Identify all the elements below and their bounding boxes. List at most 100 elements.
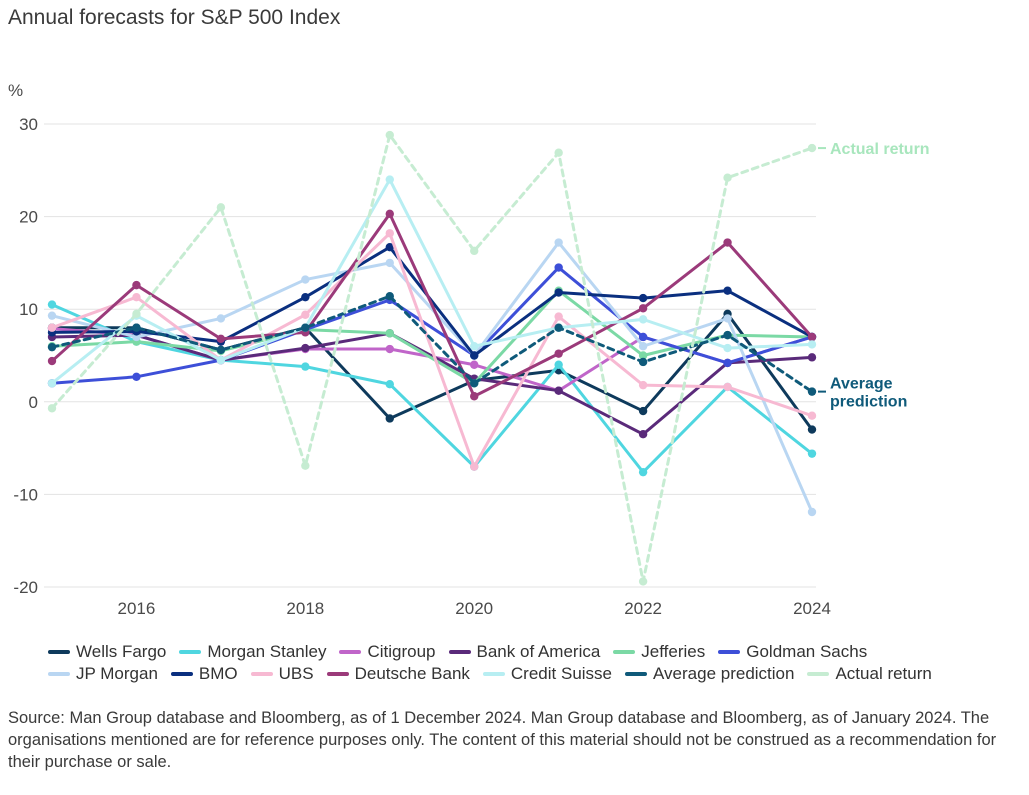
line-chart: % 30 20 10 0 -10 -20 2016 2018 2020 2022 2024 Act… xyxy=(8,81,930,618)
data-point xyxy=(638,577,648,586)
data-point xyxy=(554,238,563,247)
legend-label: Goldman Sachs xyxy=(746,642,868,661)
legend-item: Actual return xyxy=(807,663,932,685)
x-tick-label: 2016 xyxy=(118,599,156,618)
data-point xyxy=(47,404,57,413)
data-point xyxy=(807,143,817,153)
legend-row: JP Morgan BMO UBS Deutsche Bank Credit Suiss… xyxy=(48,663,1008,685)
legend-swatch xyxy=(482,672,505,676)
data-point xyxy=(47,311,57,320)
data-point xyxy=(638,406,648,416)
data-point xyxy=(385,329,394,338)
data-point xyxy=(301,343,310,353)
series-line-deutsche-bank xyxy=(50,212,814,398)
legend-item: Deutsche Bank xyxy=(326,663,470,685)
data-point xyxy=(132,280,141,290)
legend-label: Bank of America xyxy=(476,642,601,661)
data-point xyxy=(470,246,479,256)
data-point xyxy=(301,323,310,332)
data-point xyxy=(216,314,226,323)
series-actual-return xyxy=(47,130,817,586)
y-tick-label: 20 xyxy=(19,208,38,227)
data-point xyxy=(638,332,648,342)
data-point xyxy=(385,380,394,389)
data-point xyxy=(301,461,310,470)
x-tick-label: 2024 xyxy=(793,599,831,618)
data-point xyxy=(554,360,563,369)
legend-item: Citigroup xyxy=(339,641,436,663)
y-tick-label: 10 xyxy=(19,300,38,319)
legend-item: UBS xyxy=(250,663,314,685)
data-point xyxy=(385,292,394,301)
data-point xyxy=(132,323,141,332)
data-point xyxy=(807,340,817,349)
data-point xyxy=(216,203,226,212)
data-point xyxy=(554,263,563,272)
y-tick-label: 0 xyxy=(29,393,38,412)
data-point xyxy=(638,430,648,439)
series-deutsche-bank xyxy=(47,209,817,401)
data-point xyxy=(554,386,563,395)
legend-label: BMO xyxy=(198,664,238,683)
legend-item: Morgan Stanley xyxy=(179,641,326,663)
series-line-actual-return xyxy=(50,133,814,583)
series-line-goldman-sachs xyxy=(50,266,814,385)
legend-label: Morgan Stanley xyxy=(207,642,327,661)
legend-label: Deutsche Bank xyxy=(354,664,470,683)
data-point xyxy=(807,387,817,396)
data-point xyxy=(723,358,732,368)
data-point xyxy=(132,372,141,381)
y-tick-label: -20 xyxy=(13,578,38,597)
data-point xyxy=(216,355,226,365)
data-point xyxy=(385,258,394,268)
legend-label: UBS xyxy=(278,664,314,683)
source-note: Source: Man Group database and Bloomberg… xyxy=(8,709,997,771)
legend-swatch xyxy=(448,650,471,654)
data-point xyxy=(638,304,648,313)
legend-label: JP Morgan xyxy=(76,664,158,683)
x-tick-label: 2022 xyxy=(624,599,662,618)
y-axis-ticks: 30 20 10 0 -10 -20 xyxy=(13,115,38,597)
legend-item: Jefferies xyxy=(613,641,705,663)
data-point xyxy=(385,344,394,354)
data-point xyxy=(554,349,563,358)
legend-item: Wells Fargo xyxy=(48,641,166,663)
data-point xyxy=(554,312,563,321)
data-point xyxy=(807,449,817,458)
legend-swatch xyxy=(326,672,349,676)
legend-swatch xyxy=(339,650,362,654)
data-point xyxy=(638,380,648,390)
data-point xyxy=(385,175,394,184)
data-point xyxy=(47,356,57,366)
data-point xyxy=(807,353,817,362)
x-axis-ticks: 2016 2018 2020 2022 2024 xyxy=(118,599,831,618)
legend: Wells Fargo Morgan Stanley Citigroup Bank o… xyxy=(48,641,1008,685)
data-point xyxy=(301,310,310,319)
x-tick-label: 2020 xyxy=(455,599,493,618)
data-point xyxy=(723,330,732,340)
data-point xyxy=(638,351,648,360)
data-point xyxy=(385,414,394,423)
data-point xyxy=(385,229,394,238)
series-lines xyxy=(47,130,817,586)
legend-swatch xyxy=(179,650,202,654)
data-point xyxy=(638,293,648,303)
data-point xyxy=(807,425,817,434)
legend-swatch xyxy=(170,672,193,676)
data-point xyxy=(216,334,226,344)
data-point xyxy=(554,148,563,157)
legend-item: Average prediction xyxy=(625,663,794,685)
legend-item: Bank of America xyxy=(448,641,601,663)
data-point xyxy=(470,462,479,471)
y-tick-label: 30 xyxy=(19,115,38,134)
data-point xyxy=(470,342,479,351)
data-point xyxy=(216,345,226,355)
data-point xyxy=(47,323,57,332)
y-tick-label: -10 xyxy=(13,485,38,504)
data-point xyxy=(47,342,57,352)
legend-label: Wells Fargo xyxy=(76,642,167,661)
data-point xyxy=(301,292,310,302)
legend-label: Actual return xyxy=(835,664,932,683)
legend-swatch xyxy=(48,672,70,676)
